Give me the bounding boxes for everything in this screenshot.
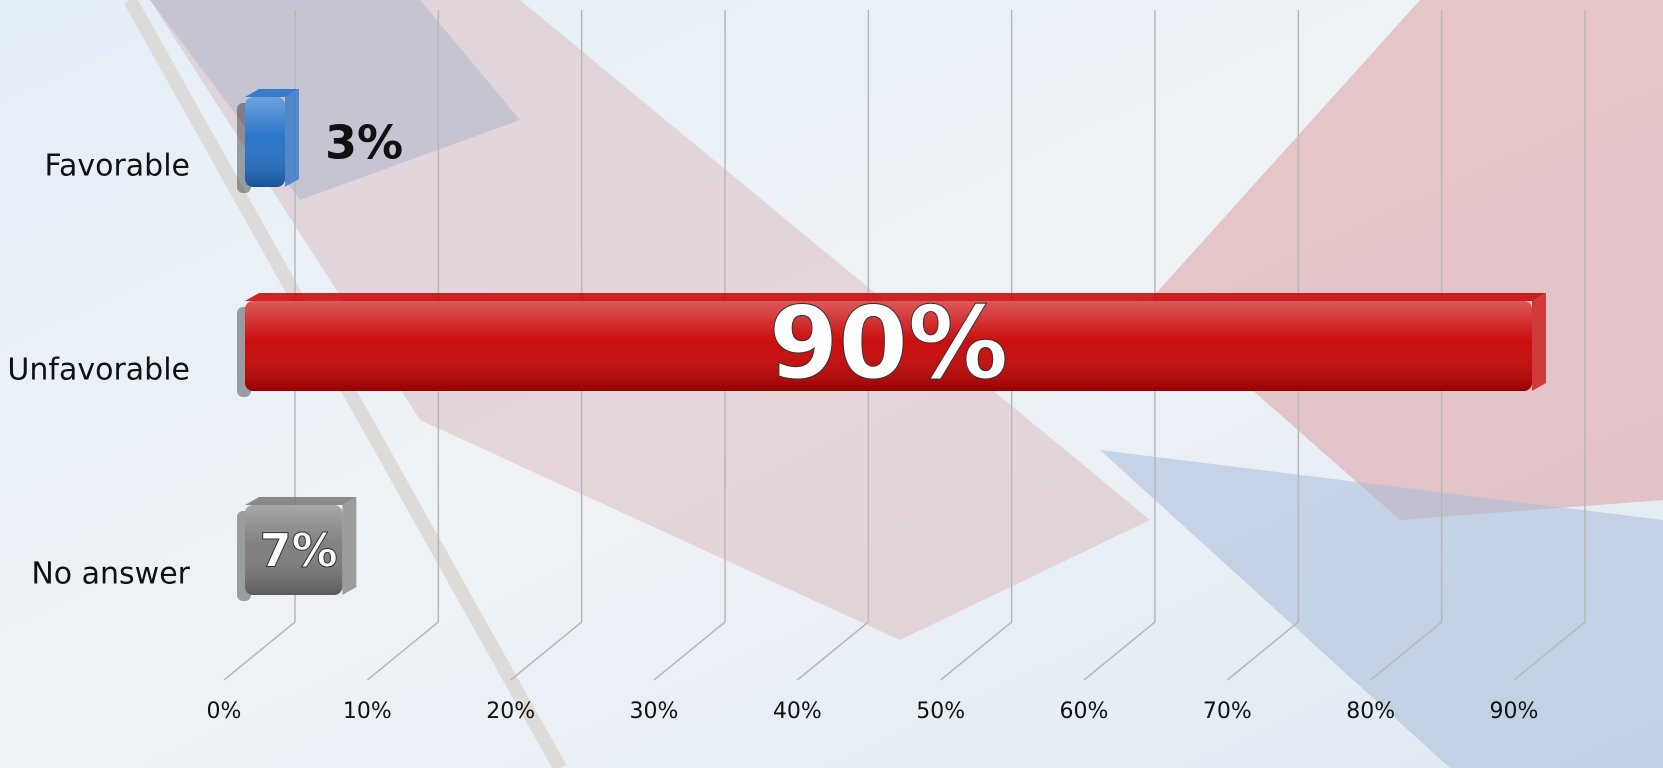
bar-top xyxy=(245,497,357,505)
grid-line xyxy=(366,10,440,681)
grid-line xyxy=(940,10,1013,681)
x-tick-label: 80% xyxy=(1346,699,1395,724)
bar-top xyxy=(245,293,1546,301)
x-tick-label: 20% xyxy=(486,699,535,724)
x-tick-label: 60% xyxy=(1060,699,1109,724)
bar-top xyxy=(245,89,299,97)
labels: 0% 10% 20% 30% 40% 50% 60% 70% 80% 90% Favorable 3%… xyxy=(7,116,1538,725)
grid-line xyxy=(223,10,296,681)
grid-line xyxy=(653,10,726,681)
bar-shine xyxy=(245,505,343,595)
x-tick-label: 30% xyxy=(630,699,679,724)
grid-line xyxy=(1226,10,1300,681)
grid-line xyxy=(1083,10,1156,681)
value-label: 90% xyxy=(769,284,1008,401)
category-label: No answer xyxy=(31,557,190,592)
grid xyxy=(223,10,1586,681)
x-tick-label: 90% xyxy=(1490,699,1539,724)
grid-line xyxy=(1370,10,1443,681)
bar-side xyxy=(342,497,357,595)
value-label: 3% xyxy=(325,116,403,170)
bar-shine xyxy=(245,97,285,187)
grid-line xyxy=(1513,10,1586,681)
bar-shine xyxy=(245,301,1532,391)
grid-line xyxy=(510,10,583,681)
x-tick-label: 10% xyxy=(343,699,392,724)
category-label: Favorable xyxy=(44,149,190,184)
x-tick-label: 50% xyxy=(916,699,965,724)
value-label: 7% xyxy=(260,524,338,578)
x-tick-label: 0% xyxy=(207,699,242,724)
grid-line xyxy=(796,10,870,681)
category-label: Unfavorable xyxy=(7,353,190,388)
bar-side xyxy=(1532,293,1546,391)
bars xyxy=(237,89,1546,601)
bar-side xyxy=(285,89,299,187)
x-tick-label: 70% xyxy=(1203,699,1252,724)
x-tick-label: 40% xyxy=(773,699,822,724)
